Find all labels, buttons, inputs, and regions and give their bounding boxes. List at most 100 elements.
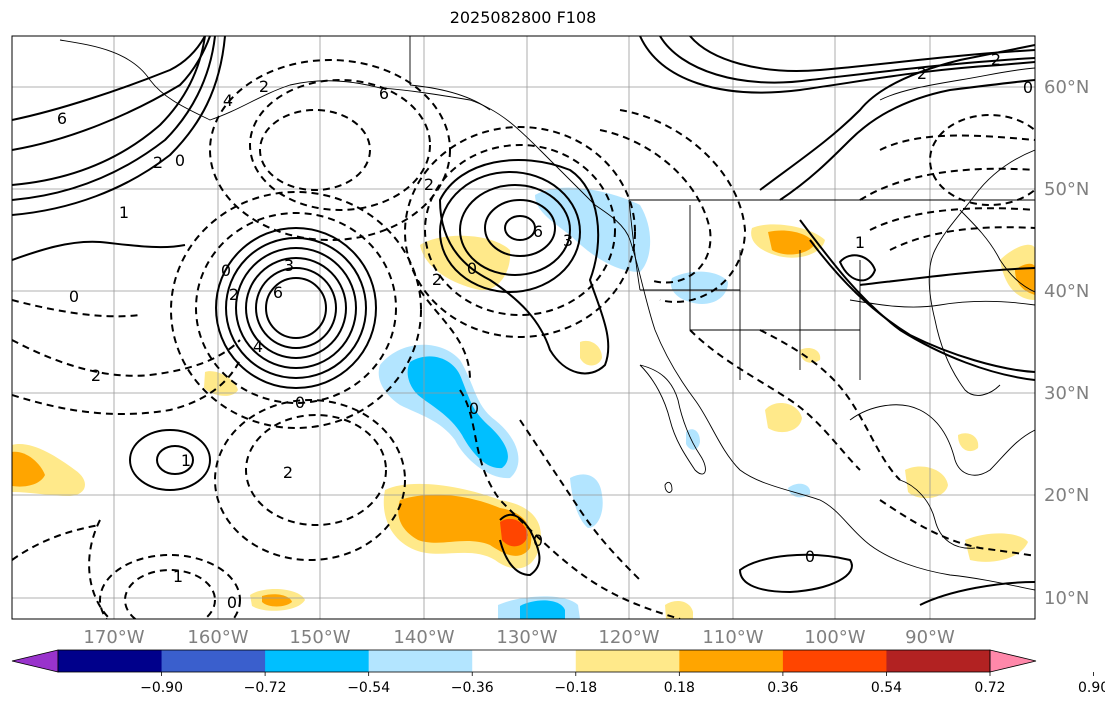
positive-anomaly-area bbox=[1015, 263, 1035, 295]
coastlines bbox=[59, 36, 1035, 591]
colorbar-tick-label: 0.72 bbox=[974, 680, 1005, 696]
contour-label: 2 bbox=[229, 285, 239, 304]
contour-label: 6 bbox=[273, 283, 283, 302]
longitude-label: 120°W bbox=[598, 627, 659, 648]
latitude-label: 60°N bbox=[1044, 77, 1089, 98]
negative-anomaly-area bbox=[520, 600, 565, 619]
contour-line bbox=[225, 237, 367, 379]
contour-line bbox=[12, 36, 206, 186]
contour-label: 0 bbox=[227, 593, 237, 612]
contour-label: 0 bbox=[467, 259, 477, 278]
contour-label: 0 bbox=[69, 287, 79, 306]
longitude-label: 170°W bbox=[83, 627, 144, 648]
positive-anomaly-area bbox=[12, 451, 45, 487]
contour-line bbox=[639, 36, 1035, 94]
contour-line bbox=[129, 429, 211, 491]
contour-line bbox=[689, 36, 1035, 72]
longitude-label: 150°W bbox=[289, 627, 350, 648]
positive-anomaly-area bbox=[398, 494, 532, 556]
contour-line bbox=[12, 524, 101, 561]
contour-label: 6 bbox=[379, 84, 389, 103]
contour-line bbox=[838, 254, 877, 282]
contour-line bbox=[919, 581, 1035, 606]
negative-anomaly-area bbox=[670, 271, 728, 304]
contour-line bbox=[12, 36, 226, 216]
negative-anomaly-area bbox=[407, 356, 508, 469]
contour-label: 0 bbox=[805, 547, 815, 566]
contour-line bbox=[245, 257, 347, 359]
contour-labels: 6 2 0 1 6 2 4 2 3 6 4 0 2 2 0 1 2 1 0 2 … bbox=[57, 50, 1033, 612]
contour-line bbox=[929, 114, 1035, 206]
colorbar-segment bbox=[472, 650, 577, 672]
contour-line bbox=[12, 36, 216, 201]
contour-line bbox=[759, 329, 901, 481]
colorbar-segment bbox=[575, 650, 680, 672]
colorbar-tick-label: −0.90 bbox=[140, 680, 183, 696]
colorbar-segment bbox=[886, 650, 991, 672]
contour-line bbox=[859, 167, 1035, 201]
contour-line bbox=[879, 499, 1035, 557]
contour-line bbox=[170, 191, 422, 429]
latitude-label: 10°N bbox=[1044, 588, 1089, 609]
contour-line bbox=[99, 554, 241, 619]
colorbar-tick-label: −0.18 bbox=[554, 680, 597, 696]
contour-line bbox=[799, 219, 1035, 381]
contour-label: 6 bbox=[533, 222, 543, 241]
colorbar-segment bbox=[58, 650, 163, 672]
contour-label: 6 bbox=[57, 109, 67, 128]
contour-line bbox=[619, 109, 747, 303]
contour-line bbox=[869, 207, 1035, 231]
contour-line bbox=[215, 227, 377, 389]
colorbar-extension-max bbox=[989, 649, 1037, 673]
latitude-label: 40°N bbox=[1044, 281, 1089, 302]
contour-line bbox=[779, 79, 1035, 201]
contour-label: 1 bbox=[119, 203, 129, 222]
contour-line bbox=[249, 79, 431, 211]
contour-line bbox=[759, 44, 1035, 191]
colorbar-extension-min bbox=[11, 649, 59, 673]
latitude-labels: 60°N 50°N 40°N 30°N 20°N 10°N bbox=[1044, 77, 1089, 609]
contour-line bbox=[879, 134, 1035, 151]
positive-anomaly-area bbox=[262, 594, 292, 607]
contour-label: 0 bbox=[1023, 78, 1033, 97]
contour-label: 2 bbox=[153, 153, 163, 172]
longitude-label: 100°W bbox=[804, 627, 865, 648]
contour-line bbox=[599, 129, 712, 284]
contour-label: 2 bbox=[991, 50, 1001, 69]
contour-line bbox=[214, 399, 406, 561]
positive-anomaly-area bbox=[768, 230, 815, 255]
contour-label: 2 bbox=[283, 463, 293, 482]
positive-anomaly-area bbox=[665, 600, 693, 619]
longitude-labels: 170°W 160°W 150°W 140°W 130°W 120°W 110°… bbox=[83, 627, 955, 648]
contour-line bbox=[419, 289, 471, 381]
contour-label: 0 bbox=[221, 261, 231, 280]
dashed-contours bbox=[12, 59, 1035, 619]
contour-line bbox=[809, 239, 1035, 373]
contour-line bbox=[235, 247, 357, 369]
contour-line bbox=[738, 553, 853, 594]
contour-line bbox=[124, 569, 216, 619]
latitude-label: 30°N bbox=[1044, 383, 1089, 404]
contour-line bbox=[519, 419, 641, 581]
colorbar bbox=[11, 649, 1094, 676]
colorbar-tick-label: −0.36 bbox=[451, 680, 494, 696]
contour-line bbox=[195, 212, 397, 404]
positive-anomaly-area bbox=[965, 533, 1028, 562]
contour-line bbox=[12, 36, 206, 121]
negative-anomaly-area bbox=[570, 474, 603, 528]
contour-line bbox=[265, 277, 327, 339]
longitude-label: 90°W bbox=[905, 627, 955, 648]
solid-contours bbox=[12, 36, 1035, 606]
contour-label: 1 bbox=[855, 233, 865, 252]
contour-line bbox=[12, 339, 241, 377]
longitude-label: 160°W bbox=[187, 627, 248, 648]
contour-line bbox=[404, 126, 636, 338]
contour-label: 2 bbox=[424, 175, 434, 194]
contour-line bbox=[156, 445, 194, 475]
contour-label: 4 bbox=[253, 337, 263, 356]
contour-line bbox=[12, 240, 186, 261]
contour-label: 2 bbox=[917, 64, 927, 83]
contour-label: 2 bbox=[91, 366, 101, 385]
positive-anomaly-area bbox=[958, 433, 979, 452]
contour-label: 2 bbox=[259, 77, 269, 96]
